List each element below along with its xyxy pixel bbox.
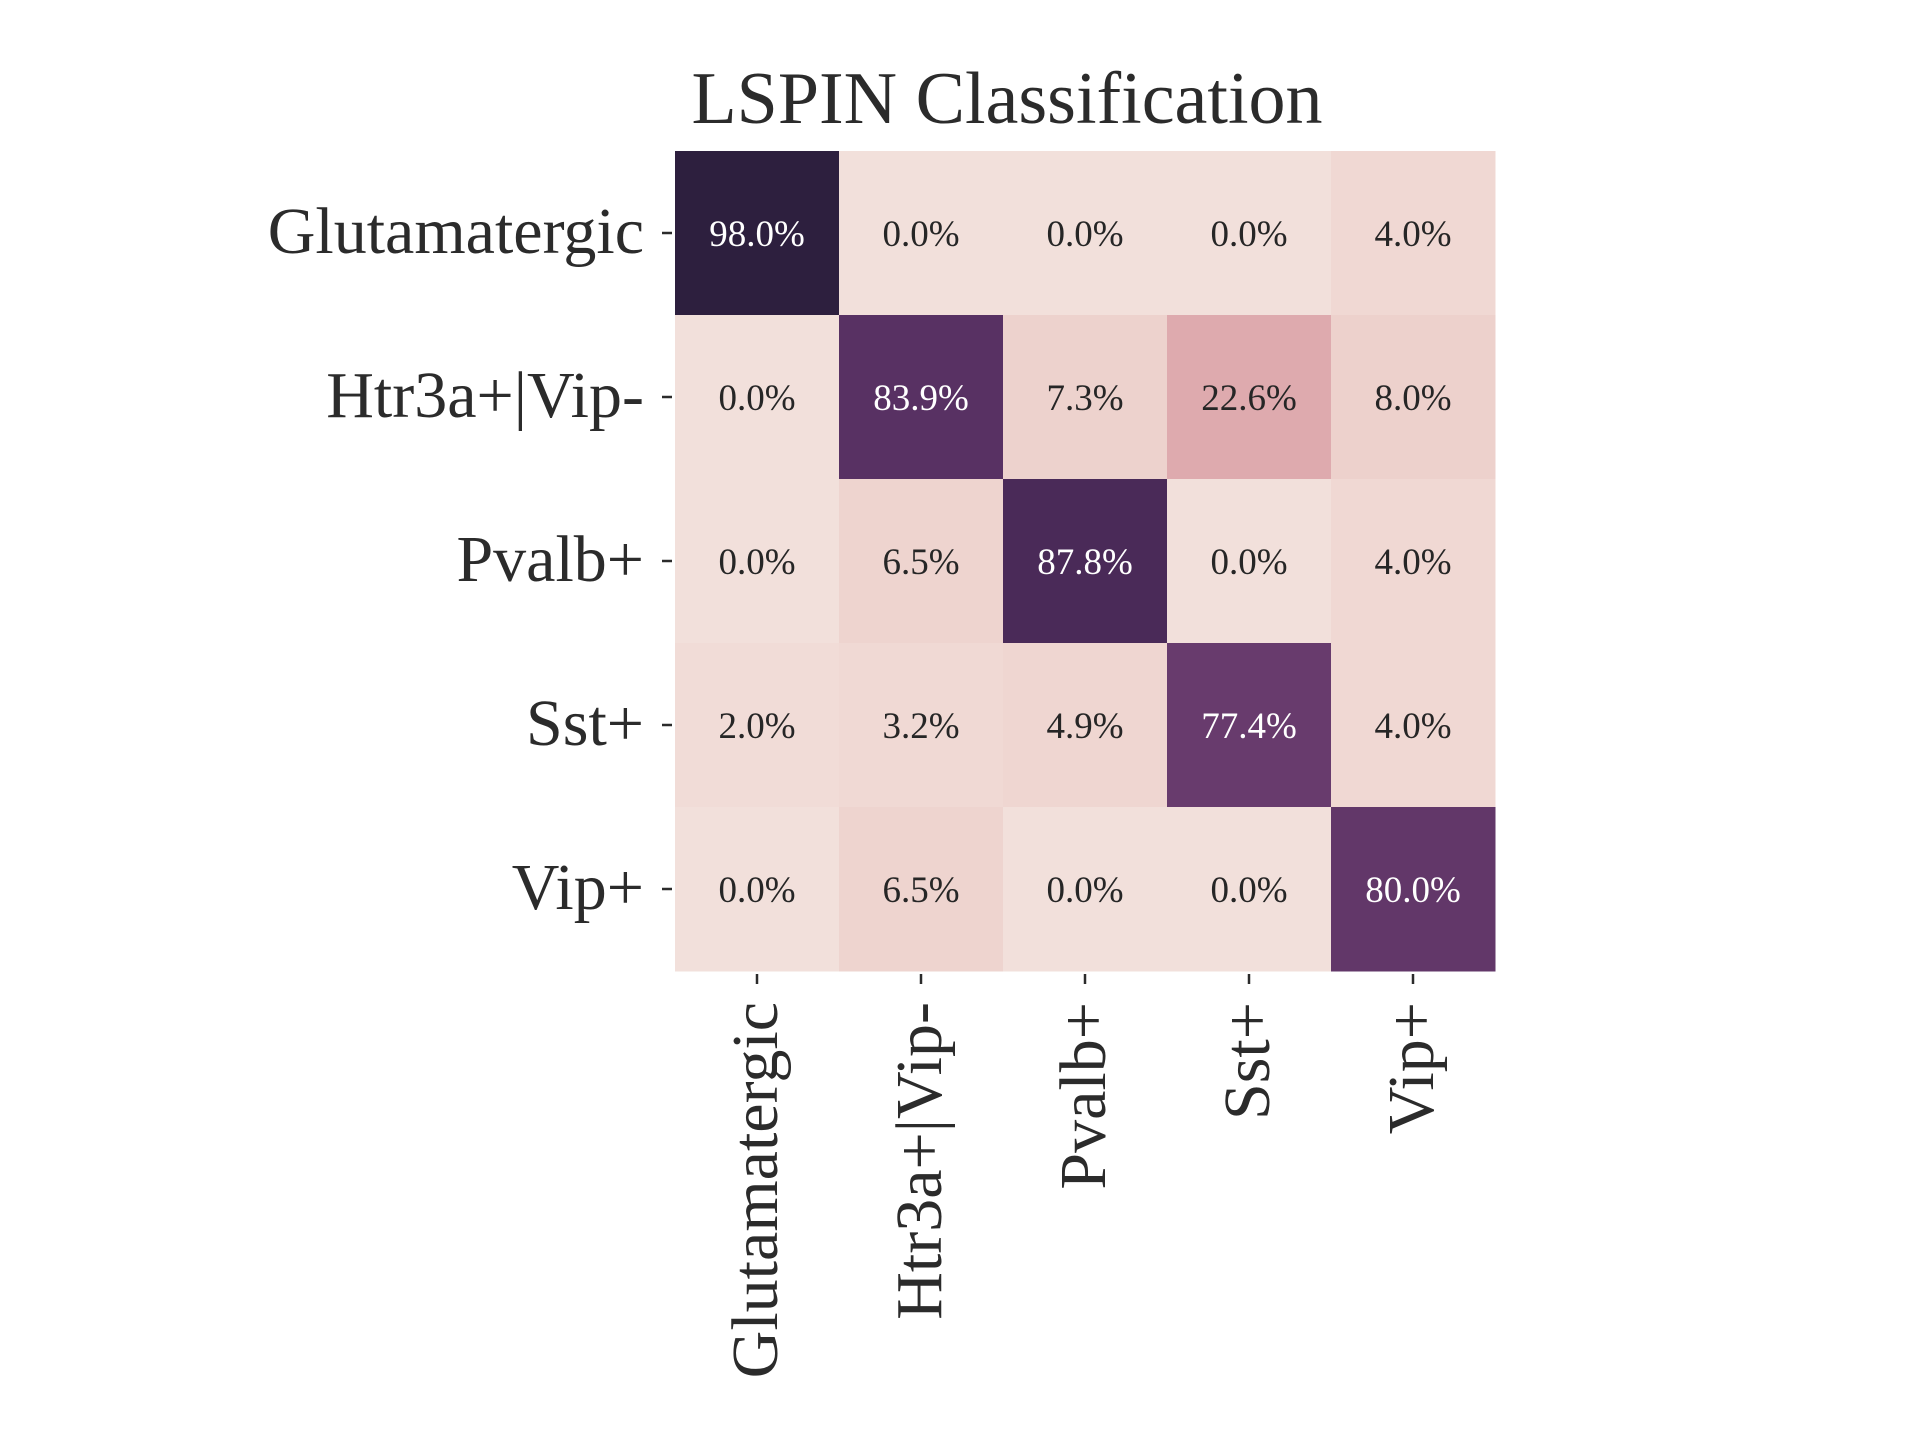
heatmap-cell-sst-vip: [1331, 643, 1496, 808]
heatmap-cell-htr3a-vip-glutamatergic: [675, 315, 840, 480]
cell-value-label: 83.9%: [873, 378, 969, 419]
heatmap-cell-pvalb-vip: [1331, 479, 1496, 644]
heatmap-cells: [675, 151, 1496, 972]
cell-value-label: 6.5%: [882, 870, 959, 911]
heatmap-cell-vip-sst: [1167, 807, 1332, 972]
heatmap-cell-htr3a-vip-sst: [1167, 315, 1332, 480]
cell-value-label: 4.0%: [1374, 214, 1451, 255]
cell-value-label: 0.0%: [718, 542, 795, 583]
cell-value-label: 98.0%: [709, 214, 805, 255]
heatmap-cell-glutamatergic-sst: [1167, 151, 1332, 316]
cell-value-label: 0.0%: [718, 378, 795, 419]
cell-value-label: 87.8%: [1037, 542, 1133, 583]
heatmap-cell-htr3a-vip-vip: [1331, 315, 1496, 480]
heatmap-cell-htr3a-vip-htr3a-vip: [839, 315, 1004, 480]
cell-value-label: 0.0%: [882, 214, 959, 255]
cell-value-label: 0.0%: [1046, 870, 1123, 911]
cell-value-label: 3.2%: [882, 706, 959, 747]
cell-value-label: 77.4%: [1201, 706, 1297, 747]
heatmap-cell-sst-htr3a-vip: [839, 643, 1004, 808]
cell-value-label: 4.0%: [1374, 706, 1451, 747]
x-tick-label: Pvalb+: [1047, 1002, 1120, 1190]
heatmap-cell-pvalb-glutamatergic: [675, 479, 840, 644]
cell-value-label: 8.0%: [1374, 378, 1451, 419]
y-tick-label: Sst+: [526, 687, 644, 760]
heatmap-cell-pvalb-pvalb: [1003, 479, 1168, 644]
x-tick-label: Glutamatergic: [719, 1002, 792, 1378]
x-tick-label: Vip+: [1375, 1002, 1448, 1134]
heatmap-cell-glutamatergic-vip: [1331, 151, 1496, 316]
heatmap-cell-vip-pvalb: [1003, 807, 1168, 972]
heatmap-cell-vip-vip: [1331, 807, 1496, 972]
cell-value-label: 0.0%: [1210, 542, 1287, 583]
cell-value-label: 0.0%: [1210, 214, 1287, 255]
heatmap-cell-glutamatergic-pvalb: [1003, 151, 1168, 316]
cell-value-label: 0.0%: [718, 870, 795, 911]
heatmap-cell-vip-htr3a-vip: [839, 807, 1004, 972]
cell-value-label: 0.0%: [1046, 214, 1123, 255]
heatmap-cell-htr3a-vip-pvalb: [1003, 315, 1168, 480]
y-axis: Glutamatergic Htr3a+|Vip- Pvalb+ Sst+ Vip+: [268, 195, 672, 924]
cell-value-label: 7.3%: [1046, 378, 1123, 419]
heatmap-cell-glutamatergic-glutamatergic: [675, 151, 840, 316]
y-tick-label: Vip+: [512, 851, 644, 924]
heatmap-cell-pvalb-htr3a-vip: [839, 479, 1004, 644]
chart-title: LSPIN Classification: [691, 58, 1322, 140]
cell-value-label: 22.6%: [1201, 378, 1297, 419]
heatmap-cell-pvalb-sst: [1167, 479, 1332, 644]
heatmap-cell-glutamatergic-htr3a-vip: [839, 151, 1004, 316]
heatmap-cell-sst-sst: [1167, 643, 1332, 808]
cell-value-label: 80.0%: [1365, 870, 1461, 911]
cell-value-label: 6.5%: [882, 542, 959, 583]
cell-value-label: 0.0%: [1210, 870, 1287, 911]
x-axis: Glutamatergic Htr3a+|Vip- Pvalb+ Sst+ Vip+: [719, 974, 1448, 1378]
cell-value-label: 4.0%: [1374, 542, 1451, 583]
x-tick-label: Sst+: [1211, 1002, 1284, 1120]
y-tick-label: Htr3a+|Vip-: [326, 359, 644, 432]
cell-value-label: 4.9%: [1046, 706, 1123, 747]
y-tick-label: Pvalb+: [456, 523, 644, 596]
y-tick-label: Glutamatergic: [268, 195, 644, 268]
heatmap-value-labels: 98.0% 0.0% 0.0% 0.0% 4.0% 0.0% 83.9% 7.3% 22.6% 8…: [709, 214, 1461, 911]
heatmap-cell-sst-pvalb: [1003, 643, 1168, 808]
heatmap-cell-vip-glutamatergic: [675, 807, 840, 972]
heatmap-cell-sst-glutamatergic: [675, 643, 840, 808]
cell-value-label: 2.0%: [718, 706, 795, 747]
x-tick-label: Htr3a+|Vip-: [883, 1002, 956, 1320]
